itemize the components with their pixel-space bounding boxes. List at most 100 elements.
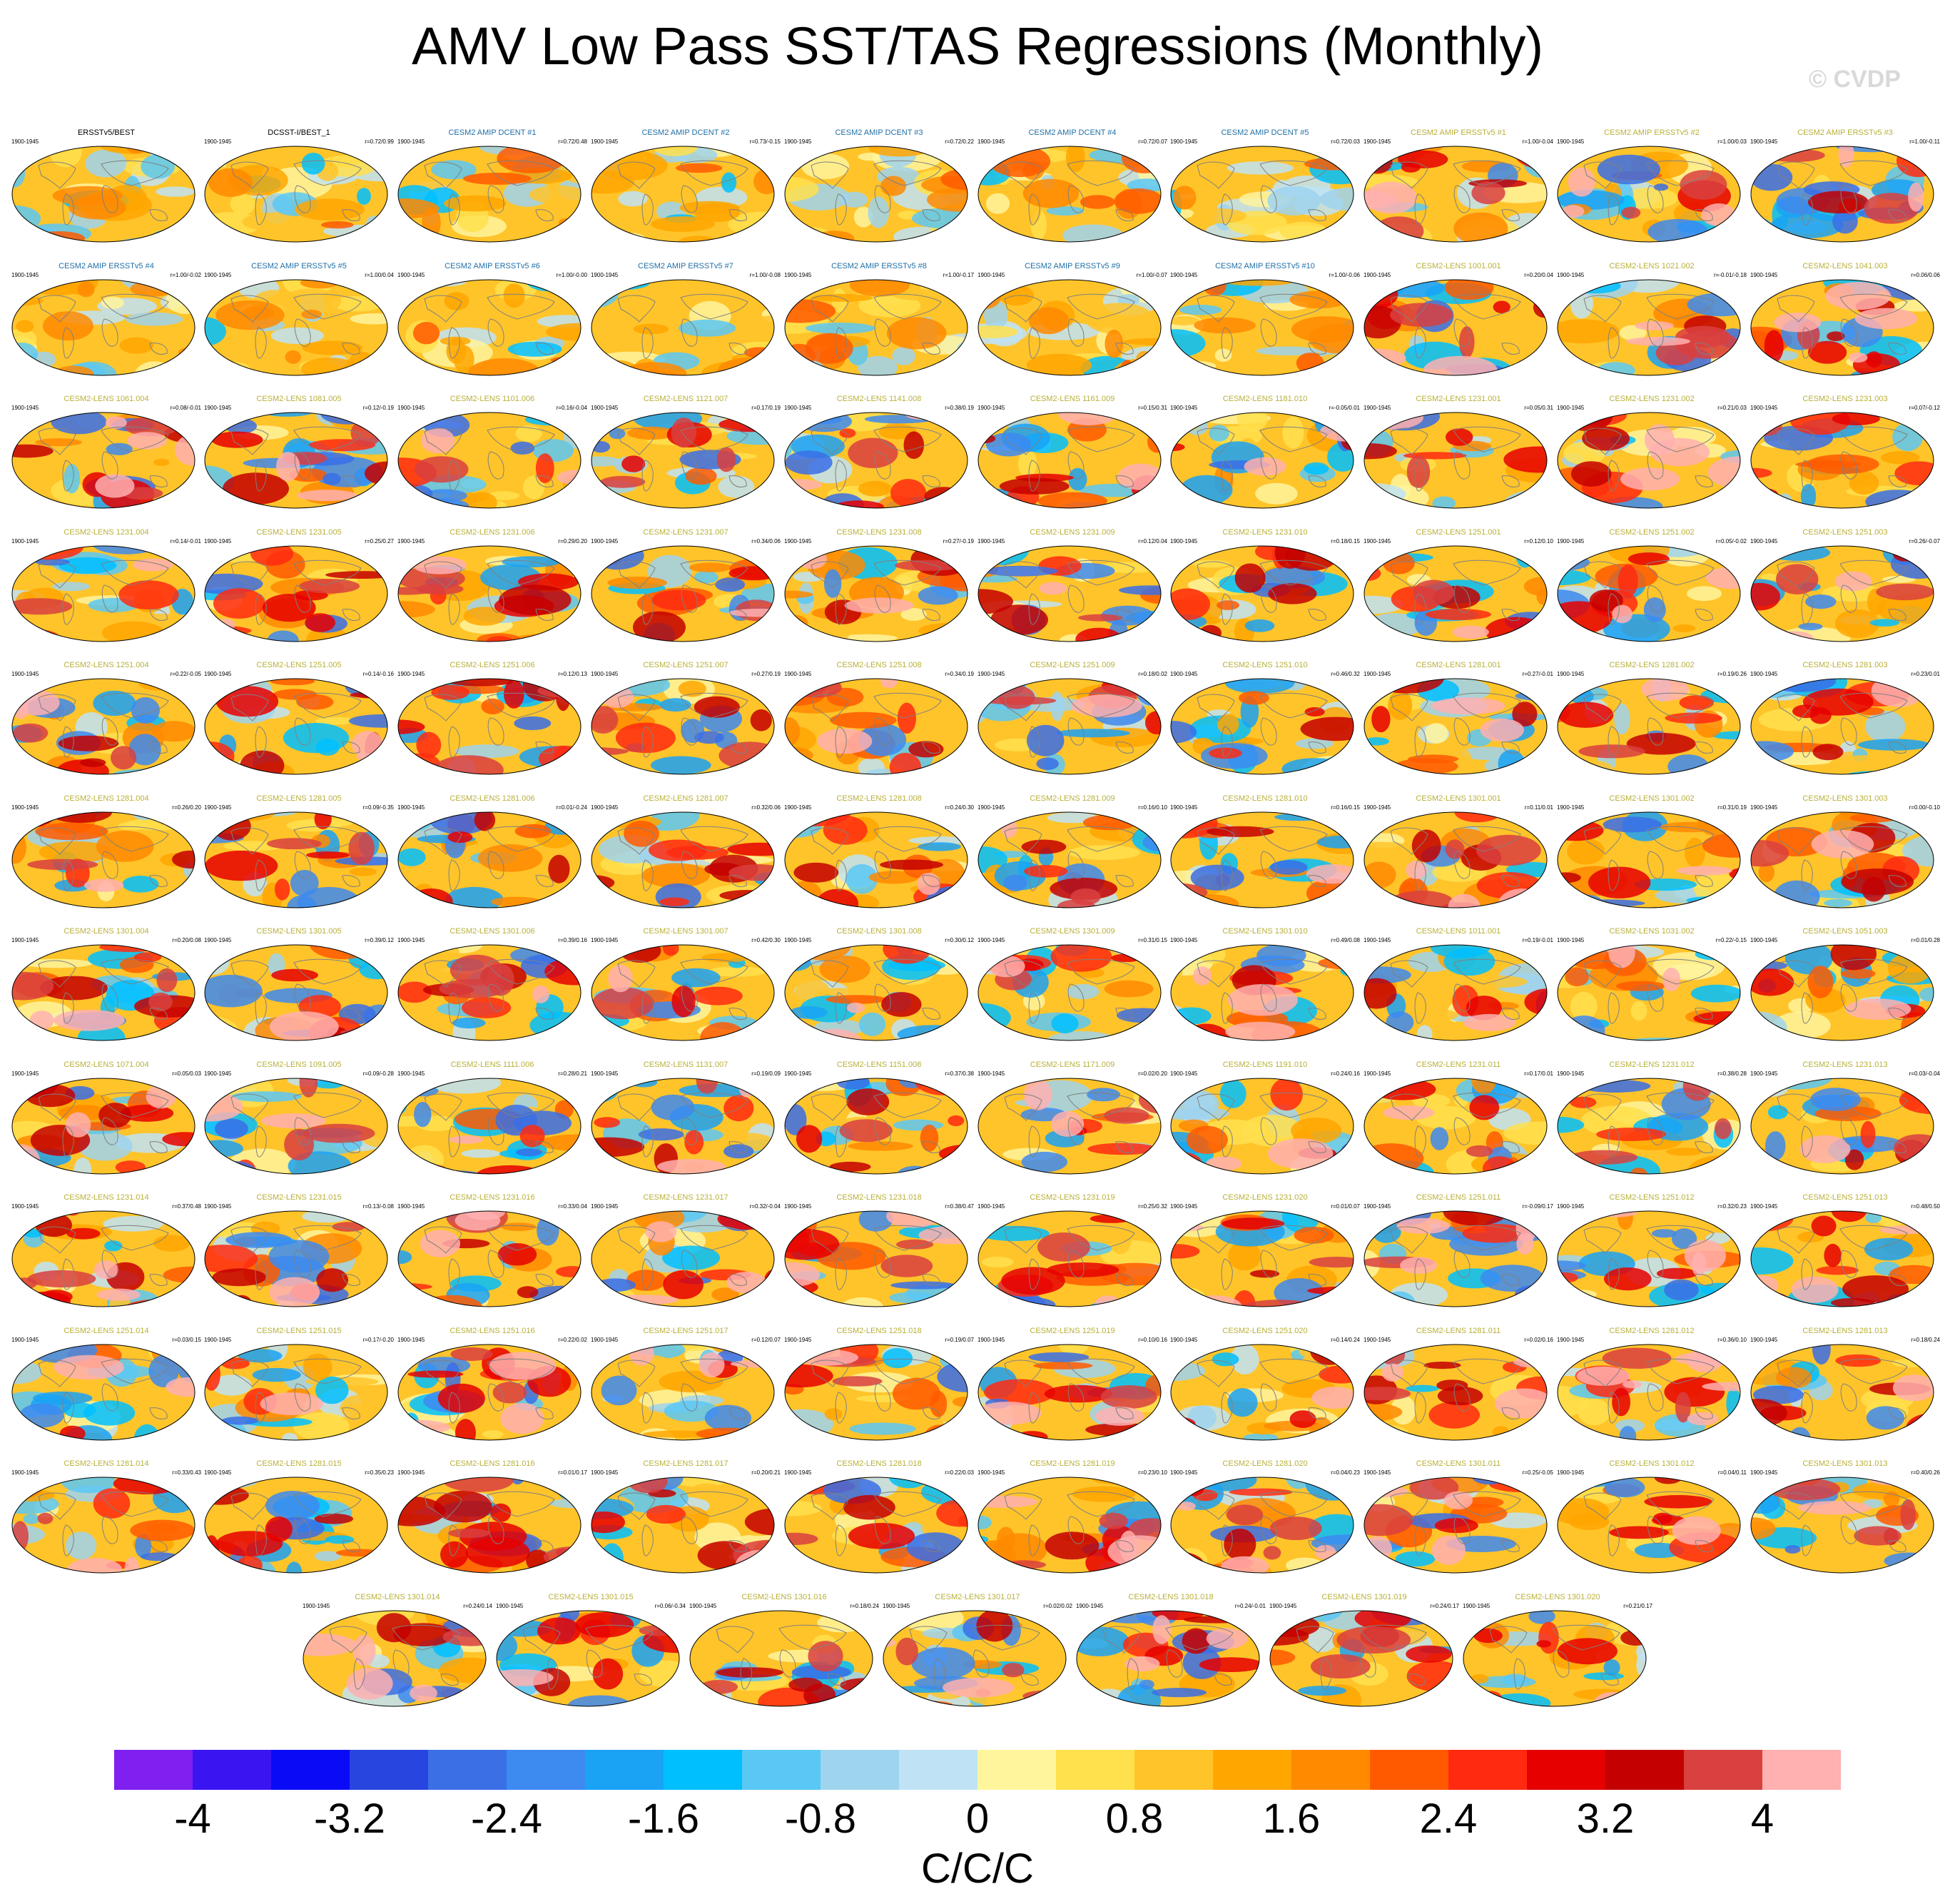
panel-period: 1900-1945 [11, 1336, 39, 1343]
panel-correlation: r=1.00/0.04 [365, 271, 394, 278]
panel-map [784, 1344, 968, 1440]
panel-correlation: r=0.35/0.23 [365, 1469, 394, 1476]
panel-period: 1900-1945 [1557, 1469, 1585, 1476]
map-panel: CESM2-LENS 1251.012 1900-1945 r=0.32/0.23 [1555, 1193, 1748, 1329]
panel-period: 1900-1945 [204, 937, 232, 943]
panel-title: CESM2-LENS 1281.005 [256, 794, 342, 803]
panel-period: 1900-1945 [11, 804, 39, 811]
map-panel: CESM2-LENS 1251.011 1900-1945 r=-0.09/0.17 [1362, 1193, 1555, 1329]
panel-map [1364, 1344, 1548, 1440]
panel-correlation: r=0.19/0.26 [1717, 671, 1747, 677]
panel-map [1364, 412, 1548, 509]
panel-period: 1900-1945 [1750, 937, 1778, 943]
map-panel: CESM2-LENS 1231.003 1900-1945 r=0.07/-0.12 [1749, 395, 1941, 530]
panel-title: CESM2-LENS 1301.019 [1321, 1592, 1407, 1601]
panel-correlation: r=-0.09/0.17 [1522, 1203, 1553, 1210]
map-panel: CESM2 AMIP ERSSTv5 #3 1900-1945 r=1.00/-0.… [1749, 128, 1941, 264]
panel-title: CESM2-LENS 1121.007 [643, 395, 728, 403]
panel-map [1364, 279, 1548, 375]
panel-period: 1900-1945 [1557, 937, 1585, 943]
panel-title: CESM2-LENS 1251.017 [643, 1326, 728, 1335]
panel-correlation: r=0.20/0.08 [172, 937, 201, 943]
panel-correlation: r=0.29/0.20 [558, 537, 587, 545]
panel-map [1170, 1477, 1354, 1574]
panel-correlation: r=0.24/0.14 [463, 1602, 492, 1609]
panel-period: 1900-1945 [11, 138, 39, 145]
panel-correlation: r=0.32/0.23 [1717, 1203, 1747, 1210]
panel-title: CESM2-LENS 1251.006 [450, 661, 535, 669]
panel-period: 1900-1945 [978, 138, 1005, 145]
panel-map [1364, 1477, 1548, 1574]
panel-title: CESM2-LENS 1041.003 [1802, 261, 1888, 270]
panel-correlation: r=0.02/0.16 [1524, 1336, 1553, 1343]
panel-map [784, 1477, 968, 1574]
panel-title: CESM2-LENS 1281.002 [1609, 661, 1695, 669]
panel-map [1750, 811, 1934, 908]
panel-title: CESM2-LENS 1051.003 [1802, 927, 1888, 936]
panel-correlation: r=0.18/0.24 [850, 1602, 879, 1609]
panel-title: CESM2-LENS 1301.014 [355, 1592, 440, 1601]
panel-correlation: r=1.00/-0.02 [170, 271, 201, 278]
panel-map [1557, 146, 1741, 243]
panel-map [1463, 1610, 1647, 1706]
panel-map [11, 1477, 196, 1574]
map-panel: CESM2 AMIP ERSSTv5 #5 1900-1945 r=1.00/0.0… [203, 262, 395, 397]
colorbar-tick-label: -3.2 [314, 1796, 385, 1842]
panel-title: CESM2-LENS 1161.009 [1030, 395, 1115, 403]
panel-correlation: r=0.34/0.19 [945, 671, 974, 677]
panel-map [978, 678, 1162, 775]
panel-title: CESM2-LENS 1301.012 [1609, 1459, 1695, 1468]
panel-title: CESM2-LENS 1281.016 [450, 1459, 535, 1468]
panel-map [591, 1078, 775, 1174]
panel-period: 1900-1945 [784, 138, 812, 145]
panel-title: CESM2-LENS 1251.010 [1222, 661, 1308, 669]
panel-map [11, 811, 196, 908]
panel-correlation: r=0.17/-0.20 [362, 1336, 394, 1343]
panel-period: 1900-1945 [1557, 271, 1585, 278]
panel-map [591, 1477, 775, 1574]
panel-map [978, 944, 1162, 1041]
panel-title: CESM2-LENS 1251.011 [1416, 1193, 1501, 1202]
panel-title: CESM2-LENS 1301.020 [1515, 1592, 1600, 1601]
map-panel: CESM2 AMIP DCENT #1 1900-1945 r=0.72/0.48 [396, 128, 589, 264]
panel-period: 1900-1945 [591, 1070, 619, 1077]
colorbar-swatch [899, 1750, 978, 1790]
panel-period: 1900-1945 [1364, 1469, 1391, 1476]
panel-title: CESM2-LENS 1301.005 [256, 927, 342, 936]
panel-period: 1900-1945 [591, 271, 619, 278]
map-panel: CESM2-LENS 1231.018 1900-1945 r=0.38/0.47 [783, 1193, 975, 1329]
panel-title: CESM2-LENS 1281.012 [1609, 1326, 1695, 1335]
map-panel: CESM2-LENS 1281.009 1900-1945 r=0.16/0.10 [976, 794, 1169, 930]
panel-map [204, 412, 388, 509]
panel-map [1750, 146, 1934, 243]
map-panel: CESM2-LENS 1301.013 1900-1945 r=0.40/0.26 [1749, 1459, 1941, 1595]
map-panel: CESM2-LENS 1281.019 1900-1945 r=0.23/0.10 [976, 1459, 1169, 1595]
panel-correlation: r=0.37/0.48 [172, 1203, 201, 1210]
colorbar-tick-label: -4 [174, 1796, 211, 1842]
panel-title: CESM2-LENS 1231.005 [256, 527, 342, 537]
cvdp-watermark: © CVDP [1809, 66, 1901, 93]
map-panel: CESM2-LENS 1251.015 1900-1945 r=0.17/-0.20 [203, 1327, 395, 1462]
panel-period: 1900-1945 [397, 1469, 425, 1476]
panel-title: CESM2-LENS 1251.005 [256, 661, 342, 669]
panel-correlation: r=0.27/-0.19 [943, 537, 974, 545]
panel-correlation: r=0.40/0.26 [1911, 1469, 1940, 1476]
map-panel: CESM2-LENS 1301.006 1900-1945 r=0.39/0.16 [396, 927, 589, 1063]
panel-period: 1900-1945 [1750, 804, 1778, 811]
panel-period: 1900-1945 [591, 804, 619, 811]
map-panel: CESM2-LENS 1231.019 1900-1945 r=0.25/0.32 [976, 1193, 1169, 1329]
panel-title: CESM2-LENS 1231.009 [1030, 527, 1115, 537]
panel-period: 1900-1945 [784, 937, 812, 943]
panel-period: 1900-1945 [204, 138, 232, 145]
panel-period: 1900-1945 [1750, 671, 1778, 677]
panel-period: 1900-1945 [1557, 1070, 1585, 1077]
panel-map [784, 279, 968, 375]
panel-map [397, 1477, 582, 1574]
panel-title: CESM2-LENS 1251.007 [643, 661, 728, 669]
panel-title: CESM2-LENS 1251.012 [1609, 1193, 1695, 1202]
panel-correlation: r=0.23/0.01 [1911, 671, 1940, 677]
panel-map [204, 1210, 388, 1307]
panel-period: 1900-1945 [1170, 138, 1198, 145]
panel-map [1750, 944, 1934, 1041]
panel-correlation: r=0.01/-0.24 [556, 804, 587, 811]
